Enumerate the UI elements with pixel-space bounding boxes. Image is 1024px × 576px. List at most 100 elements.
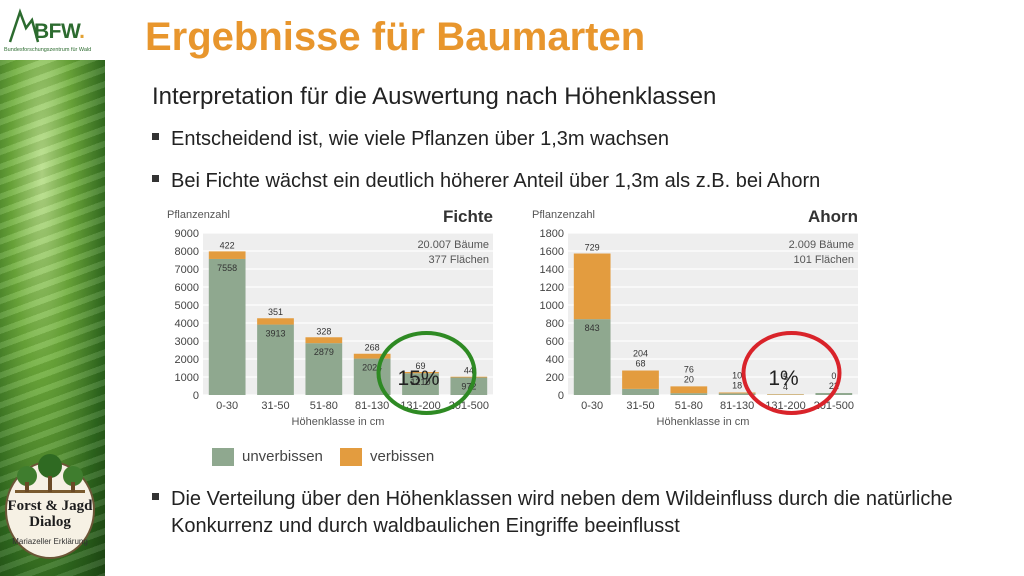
logo-name: BFW. [34,20,85,43]
data-label-unverbissen: 20 [684,374,694,384]
logo-subline: Bundesforschungszentrum für Wald [4,47,92,53]
bar-verbissen [622,370,659,389]
bullet-text: Bei Fichte wächst ein deutlich höherer A… [171,170,821,192]
x-tick-label: 51-80 [675,400,703,412]
data-label-verbissen: 422 [220,240,235,250]
highlight-percentage: 15% [397,367,439,390]
page-title: Ergebnisse für Baumarten [145,15,646,59]
x-axis-label: Höhenklasse in cm [292,416,385,428]
page-subtitle: Interpretation für die Auswertung nach H… [152,83,717,110]
bullet-1: Entscheidend ist, wie viele Pflanzen übe… [152,128,669,151]
x-tick-label: 0-30 [216,400,238,412]
bar-unverbissen [670,393,708,395]
plot-area [203,233,493,395]
y-tick-label: 5000 [175,300,199,312]
y-tick-label: 0 [558,390,564,402]
bar-unverbissen [450,377,488,395]
x-tick-label: 31-50 [626,400,654,412]
bar-unverbissen [257,324,294,395]
y-tick-label: 1400 [540,264,564,276]
y-tick-label: 8000 [175,246,199,258]
bar-verbissen [257,318,294,325]
y-tick-label: 800 [546,318,564,330]
y-tick-label: 3000 [175,336,199,348]
bullet-3: Die Verteilung über den Höhenklassen wir… [152,486,992,540]
bar-verbissen [353,353,391,359]
data-label-verbissen: 351 [268,307,283,317]
data-label-unverbissen: 7558 [217,263,237,273]
y-tick-label: 1600 [540,246,564,258]
data-label-unverbissen: 3913 [265,329,285,339]
bullet-text: Die Verteilung über den Höhenklassen wir… [171,488,953,537]
bar-verbissen [718,392,756,394]
highlight-percentage: 1% [768,367,798,390]
data-label-unverbissen: 1210 [410,377,430,387]
x-tick-label: 0-30 [581,400,603,412]
chart-title: Ahorn [808,207,858,226]
data-label-verbissen: 204 [633,349,648,359]
y-tick-label: 1200 [540,282,564,294]
bar-verbissen [208,251,246,259]
data-label-unverbissen: 4 [783,382,788,392]
bar-unverbissen [305,343,343,395]
data-label-verbissen: 268 [365,343,380,353]
data-label-verbissen: 76 [684,364,694,374]
data-label-verbissen: 44 [464,366,474,376]
x-axis-label: Höhenklasse in cm [657,416,750,428]
y-tick-label: 6000 [175,282,199,294]
forst-jagd-badge [5,454,95,559]
y-tick-label: 9000 [175,228,199,240]
y-tick-label: 400 [546,354,564,366]
legend-label-unverbissen: unverbissen [242,448,323,465]
legend-swatch-verbissen [340,448,362,466]
data-label-unverbissen: 18 [732,380,742,390]
x-tick-label: 81-130 [720,400,754,412]
tree-count-annotation: 101 Flächen [793,254,854,266]
y-tick-label: 600 [546,336,564,348]
data-label-unverbissen: 2024 [362,363,382,373]
data-label-unverbissen: 972 [461,382,476,392]
chart-title: Fichte [443,207,493,226]
y-tick-label: 1000 [540,300,564,312]
tree-icon [8,8,40,43]
y-axis-label: Pflanzenzahl [532,209,595,221]
bullet-2: Bei Fichte wächst ein deutlich höherer A… [152,170,820,193]
data-label-unverbissen: 68 [635,359,645,369]
bar-verbissen [573,253,611,320]
bfw-logo: BFW. Bundesforschungszentrum für Wald [0,0,105,60]
tree-count-annotation: 2.009 Bäume [789,239,854,251]
x-tick-label: 81-130 [355,400,389,412]
bar-verbissen [670,386,708,394]
legend-swatch-unverbissen [212,448,234,466]
highlight-circle [741,331,842,415]
data-label-unverbissen: 22 [829,381,839,391]
badge-line1: Forst & Jagd [7,498,93,514]
y-tick-label: 7000 [175,264,199,276]
bar-verbissen [450,376,488,378]
y-tick-label: 1000 [175,372,199,384]
tree-count-annotation: 377 Flächen [428,254,489,266]
y-axis-label: Pflanzenzahl [167,209,230,221]
y-tick-label: 2000 [175,354,199,366]
chart-legend: unverbissen verbissen [212,446,472,472]
bullet-text: Entscheidend ist, wie viele Pflanzen übe… [171,128,670,150]
data-label-unverbissen: 843 [585,323,600,333]
data-label-verbissen: 729 [585,243,600,253]
bullet-marker [152,133,159,141]
y-tick-label: 200 [546,372,564,384]
highlight-circle [376,331,477,415]
bar-unverbissen [208,258,246,395]
bar-verbissen [305,337,343,344]
bullet-marker [152,493,159,501]
chart-fichte: 0 1000 2000 3000 4000 5000 6000 7000 8000 9000 Pfl… [167,207,493,428]
data-label-verbissen: 10 [732,370,742,380]
bar-unverbissen [573,319,611,395]
x-tick-label: 51-80 [310,400,338,412]
badge-line3: Mariazeller Erklärung [12,537,88,546]
bar-unverbissen [402,373,439,395]
data-label-verbissen: 69 [415,361,425,371]
y-tick-label: 0 [193,390,199,402]
bar-verbissen [402,371,439,374]
tree-count-annotation: 20.007 Bäume [417,239,489,251]
y-tick-label: 1800 [540,228,564,240]
